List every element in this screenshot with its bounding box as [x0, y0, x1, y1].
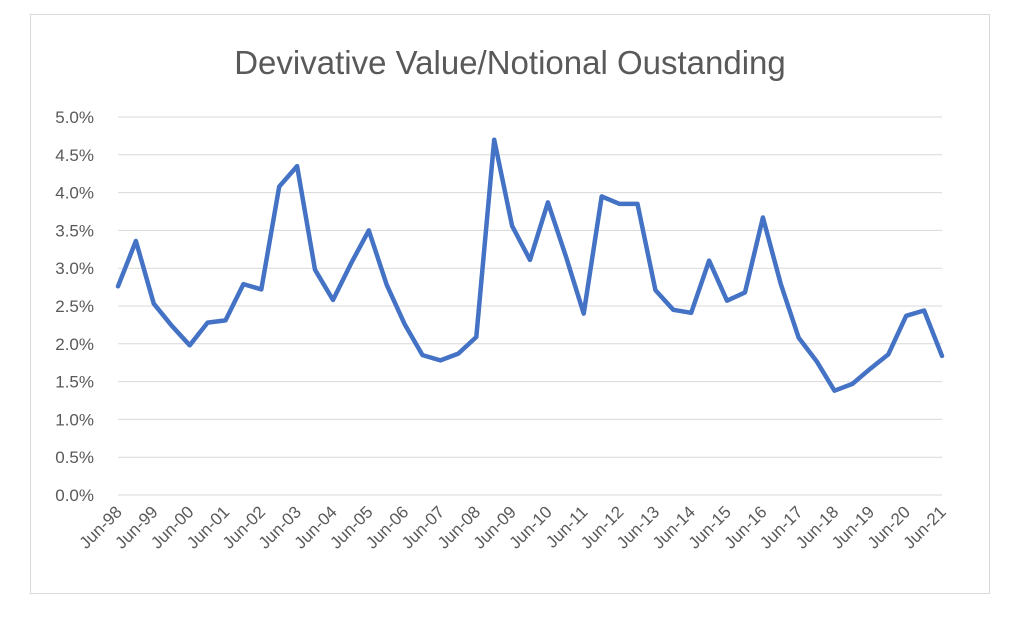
y-tick-label: 0.0% [55, 486, 94, 505]
y-tick-label: 3.5% [55, 221, 94, 240]
chart-frame [30, 14, 990, 594]
y-tick-label: 2.5% [55, 297, 94, 316]
gridlines [118, 116, 942, 496]
y-tick-label: 3.0% [55, 259, 94, 278]
y-tick-label: 5.0% [55, 108, 94, 127]
y-tick-label: 4.5% [55, 146, 94, 165]
y-tick-label: 1.0% [55, 410, 94, 429]
y-tick-label: 4.0% [55, 184, 94, 203]
y-tick-label: 1.5% [55, 373, 94, 392]
y-axis-ticks: 0.0% 0.5% 1.0% 1.5% 2.0% 2.5% 3.0% 3.5% 4.0% 4.5%… [55, 108, 94, 505]
y-tick-label: 0.5% [55, 448, 94, 467]
series-layer [115, 137, 945, 393]
series-line [115, 137, 945, 393]
chart-title: Devivative Value/Notional Oustanding [234, 44, 786, 81]
x-axis-ticks: Jun-98Jun-99Jun-00Jun-01Jun-02Jun-03Jun-… [76, 502, 950, 552]
y-tick-label: 2.0% [55, 335, 94, 354]
